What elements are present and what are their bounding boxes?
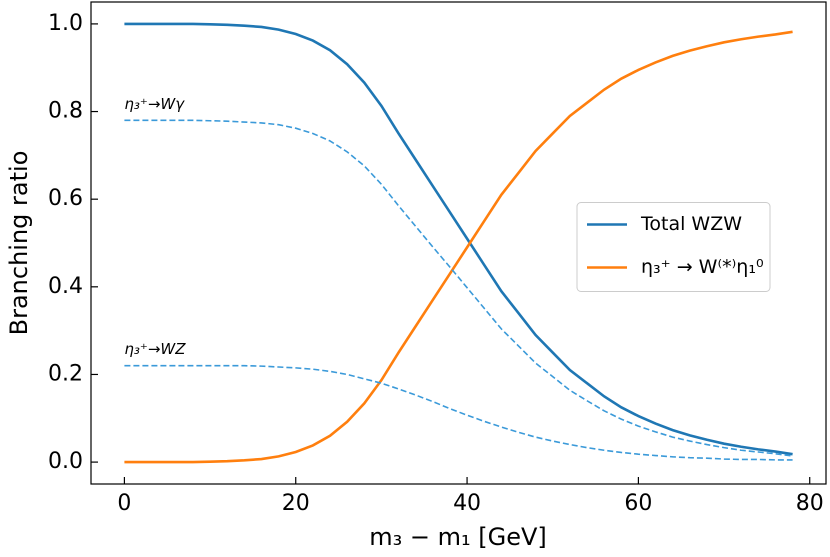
line-annotation: η₃⁺→WZ (124, 340, 186, 358)
y-tick-label: 1.0 (48, 11, 83, 36)
line (124, 22, 793, 456)
legend-label: Total WZW (640, 213, 742, 235)
y-tick-label: 0.8 (48, 99, 83, 124)
y-axis-label: Branching ratio (5, 151, 33, 336)
dashed-line (124, 364, 793, 461)
x-axis-label: m₃ − m₁ [GeV] (369, 523, 547, 551)
y-tick-label: 0.0 (48, 449, 83, 474)
y-tick-label: 0.2 (48, 361, 83, 386)
x-tick-label: 40 (453, 491, 481, 516)
dashed-line (124, 119, 793, 457)
legend-label: η₃⁺ → W⁽*⁾η₁⁰ (641, 256, 764, 278)
x-tick-label: 20 (282, 491, 310, 516)
x-tick-label: 80 (796, 491, 824, 516)
x-tick-label: 0 (117, 491, 131, 516)
x-tick-label: 60 (624, 491, 652, 516)
plot-frame (90, 1, 827, 485)
y-tick-label: 0.6 (48, 186, 83, 211)
line (124, 30, 793, 464)
line-annotation: η₃⁺→Wγ (124, 95, 185, 113)
y-tick-label: 0.4 (48, 274, 83, 299)
